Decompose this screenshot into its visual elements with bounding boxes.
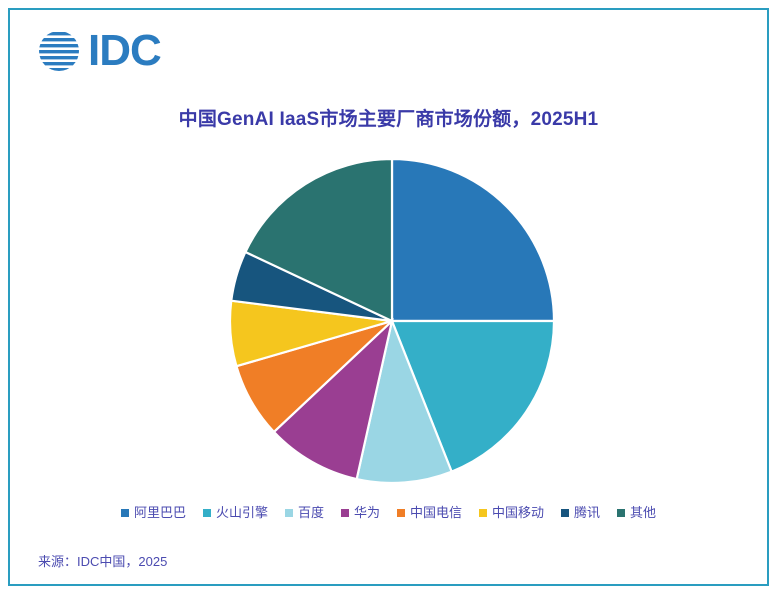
legend-label: 其他 (630, 505, 657, 520)
legend-item[interactable]: 百度 (284, 505, 324, 520)
legend-swatch (397, 508, 405, 517)
legend-swatch (479, 508, 488, 517)
legend-swatch (202, 508, 211, 517)
legend-item[interactable]: 中国电信 (397, 506, 462, 519)
legend-swatch (561, 508, 570, 517)
legend-label: 阿里巴巴 (133, 505, 186, 520)
legend-item[interactable]: 其他 (617, 506, 656, 519)
pie-slice (390, 157, 556, 323)
globe-icon (39, 31, 79, 71)
chart-legend: 阿里巴巴 火山引擎 百度 华为 中国电信 中国移动 腾讯 其他 (0, 506, 777, 519)
legend-item[interactable]: 阿里巴巴 (120, 505, 186, 520)
legend-swatch (340, 508, 349, 517)
source-note: 来源：IDC中国，2025 (38, 554, 168, 569)
chart-title: 中国GenAI IaaS市场主要厂商市场份额，2025H1 (178, 109, 599, 130)
legend-label: 华为 (353, 505, 380, 520)
idc-logo: IDC (36, 26, 162, 75)
legend-swatch (284, 508, 293, 517)
legend-label: 百度 (297, 505, 324, 520)
legend-label: 中国电信 (410, 505, 463, 520)
legend-item[interactable]: 腾讯 (561, 506, 600, 519)
legend-item[interactable]: 火山引擎 (202, 505, 268, 520)
pie-slice (390, 319, 556, 474)
legend-label: 中国移动 (492, 505, 545, 520)
pie-slice (243, 157, 394, 323)
legend-item[interactable]: 中国移动 (479, 506, 544, 519)
legend-item[interactable]: 华为 (340, 505, 380, 520)
legend-label: 腾讯 (574, 505, 601, 520)
legend-swatch (120, 508, 129, 517)
legend-swatch (617, 508, 626, 517)
pie-slice (272, 317, 394, 481)
idc-logo-text: IDC (88, 26, 162, 75)
pie-slice-group (228, 157, 556, 485)
legend-label: 火山引擎 (215, 505, 268, 520)
pie-slice (355, 317, 454, 485)
